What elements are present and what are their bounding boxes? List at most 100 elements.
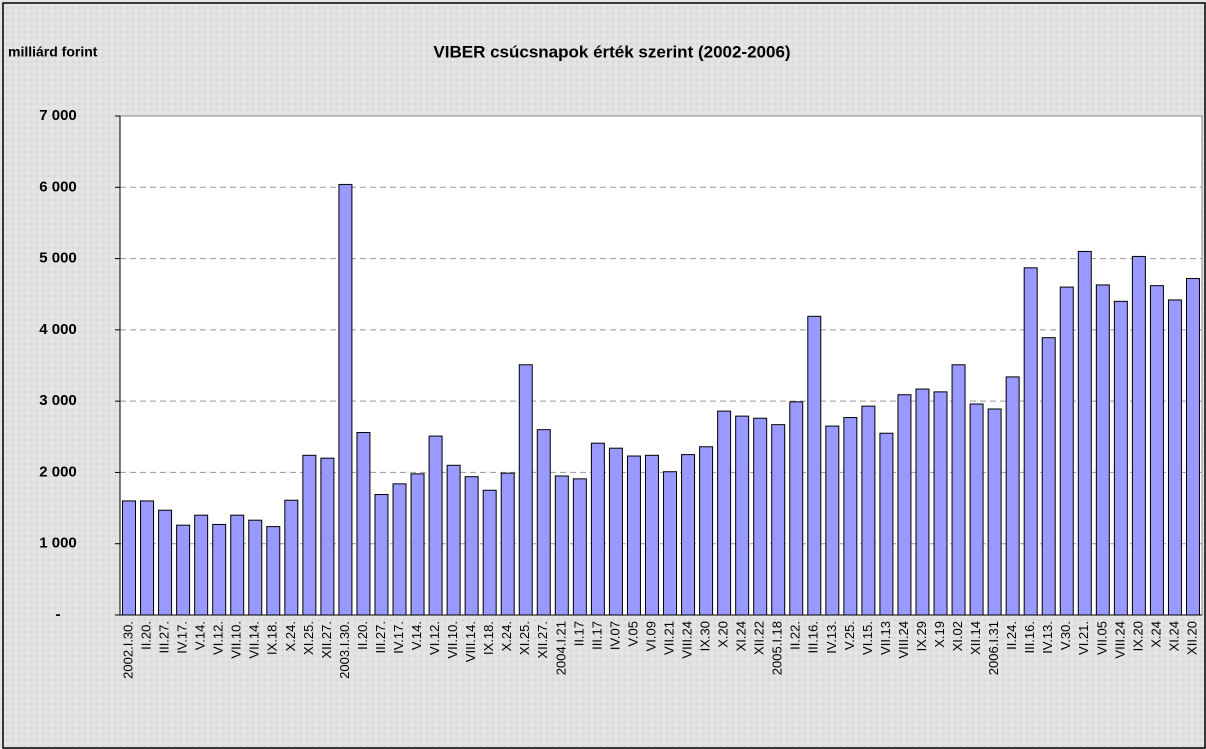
bar [915, 388, 930, 616]
bar [1005, 376, 1020, 616]
bar [1059, 286, 1074, 616]
bar [897, 394, 912, 616]
bar [807, 315, 822, 616]
x-tick-label: 2002.I.30. [120, 621, 135, 679]
bar [825, 425, 840, 616]
bar [771, 424, 786, 616]
x-tick-label: 2006.I.31 [986, 621, 1001, 675]
x-tick-label: VII.14. [247, 621, 262, 659]
x-tick-label: V.14. [193, 621, 208, 650]
x-tick-label: VII.13 [878, 621, 893, 655]
bar [338, 183, 353, 616]
bar [626, 455, 641, 616]
bar [464, 476, 479, 616]
bar [536, 429, 551, 616]
bar [554, 475, 569, 616]
x-tick-label: VI.12. [427, 621, 442, 655]
bar [1149, 285, 1164, 616]
bar [284, 499, 299, 616]
bar [933, 391, 948, 616]
x-tick-label: XII.20 [1184, 621, 1199, 655]
x-tick-label: XII.27. [535, 621, 550, 659]
x-tick-label: VII.10. [445, 621, 460, 659]
y-tick-label: - [56, 606, 61, 623]
x-tick-label: XI.24 [1166, 621, 1181, 651]
y-tick-label: 6 000 [39, 178, 77, 195]
x-tick-label: IX.29 [914, 621, 929, 651]
x-tick-label: III.16. [1022, 621, 1037, 654]
x-tick-label: 2003.I.30. [337, 621, 352, 679]
bar [699, 446, 714, 616]
bar [266, 526, 281, 616]
x-tick-label: IX.20 [1130, 621, 1145, 651]
x-tick-label: III.27. [157, 621, 172, 654]
x-tick-label: X.20 [716, 621, 731, 648]
chart-title: VIBER csúcsnapok érték szerint (2002-200… [433, 42, 790, 61]
bar [374, 494, 389, 616]
x-tick-label: 2005.I.18 [770, 621, 785, 675]
x-tick-label: X.24. [499, 621, 514, 651]
bar [590, 442, 605, 616]
x-tick-label: VIII.14. [463, 621, 478, 662]
x-tick-label: III.17 [589, 621, 604, 650]
bar [212, 523, 227, 616]
x-tick-label: X.19 [932, 621, 947, 648]
x-tick-label: VI.12. [211, 621, 226, 655]
x-tick-label: VIII.24 [896, 621, 911, 659]
x-tick-label: XII.22 [752, 621, 767, 655]
bar [608, 447, 623, 616]
x-tick-label: 2004.I.21 [553, 621, 568, 675]
bar [410, 473, 425, 616]
bar [1167, 299, 1182, 616]
bar [392, 483, 407, 616]
bar [969, 403, 984, 616]
x-tick-label: II.20. [138, 621, 153, 650]
x-tick-label: XII.14 [968, 621, 983, 655]
x-tick-label: V.05 [625, 621, 640, 647]
bar [320, 457, 335, 616]
bar [1041, 337, 1056, 616]
bar [1131, 255, 1146, 616]
x-tick-label: II.20. [355, 621, 370, 650]
x-tick-label: VIII.24 [1112, 621, 1127, 659]
bar [1023, 267, 1038, 616]
x-tick-label: V.14. [409, 621, 424, 650]
x-tick-label: XI.02 [950, 621, 965, 651]
bar [681, 454, 696, 616]
bar [356, 432, 371, 616]
x-tick-label: IV.07 [607, 621, 622, 650]
x-tick-label: VI.15. [860, 621, 875, 655]
y-tick-label: 5 000 [39, 250, 77, 267]
bar [500, 472, 515, 616]
x-tick-label: IV.13. [1040, 621, 1055, 654]
bar [843, 417, 858, 616]
bar [861, 405, 876, 616]
bar [176, 524, 191, 616]
x-tick-label: VII.10. [229, 621, 244, 659]
x-tick-label: VI.09 [643, 621, 658, 651]
x-tick-label: VIII.24 [679, 621, 694, 659]
x-tick-label: VII.21 [661, 621, 676, 655]
y-tick-label: 1 000 [39, 535, 77, 552]
bar [1113, 300, 1128, 616]
x-tick-label: III.16. [806, 621, 821, 654]
bar [482, 489, 497, 616]
x-tick-label: VI.21. [1076, 621, 1091, 655]
bar [230, 514, 245, 616]
x-tick-label: III.27. [373, 621, 388, 654]
bar [753, 417, 768, 616]
y-axis-label: milliárd forint [8, 44, 98, 60]
x-tick-label: XI.25. [301, 621, 316, 655]
bar [428, 435, 443, 616]
y-tick-label: 4 000 [39, 321, 77, 338]
x-tick-label: V.25. [842, 621, 857, 650]
y-tick-label: 3 000 [39, 392, 77, 409]
bar [572, 478, 587, 616]
x-tick-label: X.24 [1148, 621, 1163, 648]
plot-area [119, 115, 1203, 616]
x-tick-label: II.22. [788, 621, 803, 650]
x-tick-label: IX.30 [698, 621, 713, 651]
bar [1185, 278, 1200, 616]
bar [1095, 284, 1110, 616]
